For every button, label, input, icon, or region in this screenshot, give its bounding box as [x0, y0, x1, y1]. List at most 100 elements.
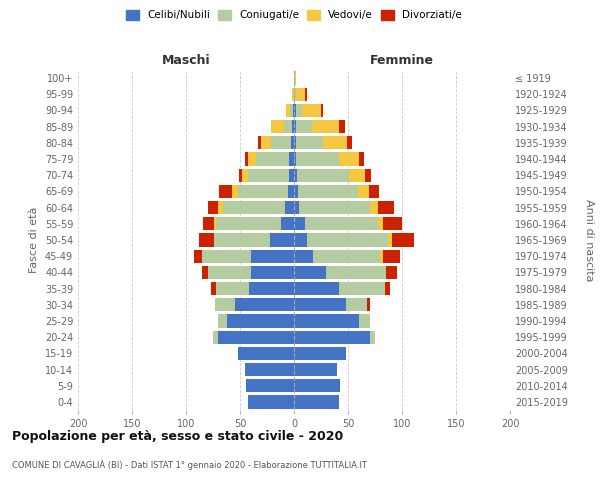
- Bar: [216, 282, 248, 295]
- Text: Popolazione per età, sesso e stato civile - 2020: Popolazione per età, sesso e stato civil…: [12, 430, 343, 443]
- Bar: [223, 201, 286, 214]
- Bar: [238, 185, 287, 198]
- Bar: [294, 282, 340, 295]
- Bar: [245, 363, 294, 376]
- Bar: [202, 266, 208, 279]
- Bar: [291, 136, 294, 149]
- Bar: [281, 217, 294, 230]
- Bar: [392, 234, 414, 246]
- Bar: [349, 168, 365, 182]
- Bar: [218, 201, 223, 214]
- Bar: [289, 152, 294, 166]
- Bar: [388, 234, 392, 246]
- Bar: [294, 136, 296, 149]
- Bar: [385, 282, 390, 295]
- Bar: [294, 217, 305, 230]
- Bar: [365, 168, 371, 182]
- Bar: [296, 120, 313, 134]
- Bar: [294, 120, 296, 134]
- Text: COMUNE DI CAVAGLIÀ (BI) - Dati ISTAT 1° gennaio 2020 - Elaborazione TUTTITALIA.I: COMUNE DI CAVAGLIÀ (BI) - Dati ISTAT 1° …: [12, 460, 367, 470]
- Bar: [227, 314, 294, 328]
- Bar: [199, 234, 214, 246]
- Bar: [251, 250, 294, 263]
- Bar: [383, 217, 402, 230]
- Bar: [294, 201, 299, 214]
- Bar: [321, 104, 323, 117]
- Bar: [247, 379, 294, 392]
- Bar: [203, 217, 214, 230]
- Bar: [218, 314, 227, 328]
- Bar: [313, 120, 340, 134]
- Text: Femmine: Femmine: [370, 54, 434, 67]
- Bar: [202, 250, 251, 263]
- Bar: [383, 250, 400, 263]
- Bar: [248, 282, 294, 295]
- Bar: [380, 250, 383, 263]
- Bar: [292, 88, 294, 101]
- Bar: [248, 168, 289, 182]
- Bar: [323, 136, 347, 149]
- Bar: [294, 266, 326, 279]
- Bar: [289, 168, 294, 182]
- Bar: [294, 346, 346, 360]
- Bar: [248, 152, 256, 166]
- Bar: [292, 120, 294, 134]
- Bar: [299, 201, 370, 214]
- Bar: [214, 234, 270, 246]
- Bar: [294, 330, 370, 344]
- Bar: [305, 217, 378, 230]
- Bar: [326, 266, 386, 279]
- Bar: [368, 185, 379, 198]
- Bar: [208, 201, 218, 214]
- Bar: [294, 72, 296, 85]
- Bar: [208, 266, 251, 279]
- Bar: [251, 266, 294, 279]
- Bar: [340, 152, 359, 166]
- Bar: [307, 234, 388, 246]
- Bar: [294, 185, 298, 198]
- Bar: [284, 120, 292, 134]
- Bar: [248, 396, 294, 408]
- Bar: [294, 314, 359, 328]
- Legend: Celibi/Nubili, Coniugati/e, Vedovi/e, Divorziati/e: Celibi/Nubili, Coniugati/e, Vedovi/e, Di…: [126, 10, 462, 20]
- Bar: [359, 314, 370, 328]
- Bar: [286, 104, 290, 117]
- Bar: [294, 168, 297, 182]
- Bar: [358, 185, 368, 198]
- Bar: [378, 201, 394, 214]
- Bar: [313, 250, 380, 263]
- Bar: [296, 136, 323, 149]
- Bar: [239, 168, 242, 182]
- Bar: [294, 298, 346, 312]
- Y-axis label: Anni di nascita: Anni di nascita: [584, 198, 595, 281]
- Bar: [386, 266, 397, 279]
- Bar: [370, 201, 378, 214]
- Bar: [305, 88, 307, 101]
- Bar: [232, 185, 238, 198]
- Bar: [347, 136, 352, 149]
- Bar: [294, 250, 313, 263]
- Bar: [294, 363, 337, 376]
- Bar: [211, 282, 216, 295]
- Bar: [256, 152, 289, 166]
- Bar: [340, 120, 345, 134]
- Bar: [296, 152, 340, 166]
- Bar: [220, 185, 232, 198]
- Bar: [370, 330, 375, 344]
- Bar: [294, 104, 296, 117]
- Bar: [271, 136, 291, 149]
- Bar: [215, 298, 235, 312]
- Bar: [235, 298, 294, 312]
- Bar: [302, 104, 321, 117]
- Bar: [346, 298, 367, 312]
- Bar: [270, 234, 294, 246]
- Bar: [238, 346, 294, 360]
- Bar: [271, 120, 284, 134]
- Bar: [298, 185, 358, 198]
- Bar: [294, 234, 307, 246]
- Bar: [293, 104, 294, 117]
- Bar: [294, 88, 296, 101]
- Bar: [294, 152, 296, 166]
- Text: Maschi: Maschi: [161, 54, 211, 67]
- Bar: [214, 217, 216, 230]
